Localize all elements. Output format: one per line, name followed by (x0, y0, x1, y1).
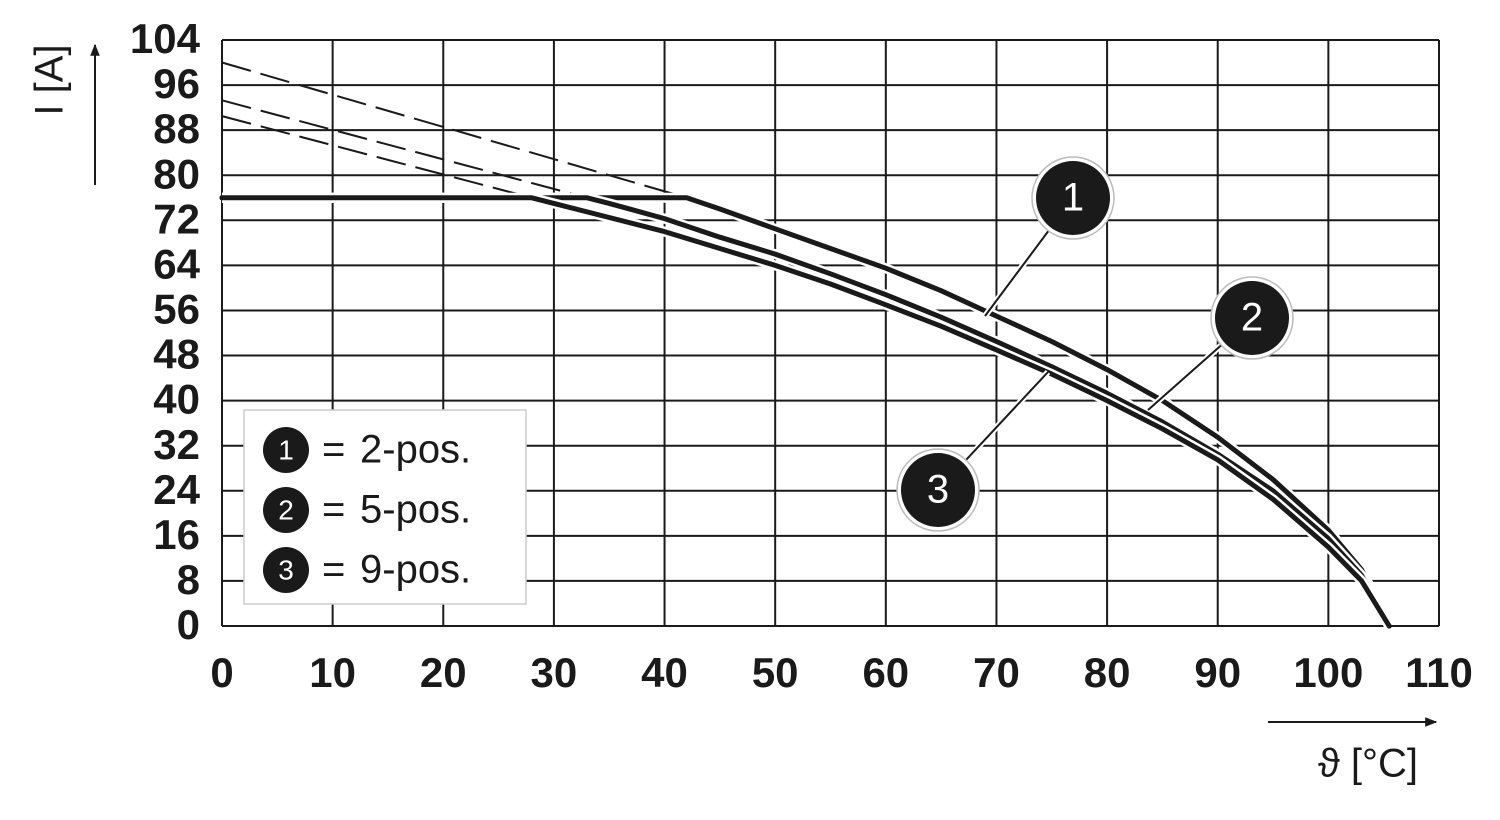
legend-marker-number: 2 (278, 494, 294, 525)
callout-number: 1 (1062, 176, 1084, 220)
y-tick-label: 64 (153, 240, 200, 287)
dashed-extension (221, 99, 588, 199)
x-tick-label: 40 (641, 649, 688, 696)
y-tick-label: 48 (153, 331, 200, 378)
y-tick-label: 40 (153, 376, 200, 423)
legend-sign: = (322, 548, 345, 592)
y-tick-label: 32 (153, 421, 200, 468)
x-tick-label: 100 (1293, 649, 1363, 696)
x-tick-label: 80 (1084, 649, 1131, 696)
series-line (219, 195, 1392, 629)
y-axis-label: I [A] (28, 44, 72, 115)
legend-marker (263, 487, 309, 533)
x-tick-label: 50 (752, 649, 799, 696)
callout-number: 2 (1241, 296, 1263, 340)
legend-marker (263, 547, 309, 593)
x-tick-label: 90 (1194, 649, 1241, 696)
dashed-extension (221, 61, 687, 199)
x-tick-label: 70 (973, 649, 1020, 696)
y-tick-label: 80 (153, 150, 200, 197)
legend-label: 2-pos. (360, 428, 471, 472)
y-tick-label: 8 (177, 556, 200, 603)
legend-marker-number: 3 (278, 554, 294, 585)
callout-circle (1036, 161, 1110, 235)
x-tick-label: 110 (1405, 649, 1473, 696)
y-tick-label: 104 (130, 15, 201, 62)
legend-sign: = (322, 428, 345, 472)
legend-label: 9-pos. (360, 548, 471, 592)
x-axis-label: ϑ [°C] (1318, 742, 1418, 786)
x-tick-label: 20 (420, 649, 467, 696)
y-tick-label: 72 (153, 195, 200, 242)
legend-label: 5-pos. (360, 488, 471, 532)
y-tick-label: 96 (153, 60, 200, 107)
lines: 1 2 3 (219, 61, 1394, 629)
callout-number: 3 (927, 468, 949, 512)
x-tick-label: 10 (309, 649, 356, 696)
x-tick-label: 60 (862, 649, 909, 696)
x-tick-label: 0 (210, 649, 233, 696)
legend-marker (263, 427, 309, 473)
y-tick-label: 56 (153, 286, 200, 333)
series-line (219, 195, 1392, 629)
series-line (219, 195, 1392, 629)
callout-circle (1215, 281, 1289, 355)
y-tick-label: 0 (177, 601, 200, 648)
x-tick-label: 30 (531, 649, 578, 696)
legend: 1 = 2-pos. 2 = 5-pos. 3 = 9-pos. (243, 409, 527, 605)
legend-marker-number: 1 (278, 434, 294, 465)
y-tick-label: 24 (153, 466, 200, 513)
legend-sign: = (322, 488, 345, 532)
callout-circle (901, 453, 975, 527)
dashed-extension (221, 115, 533, 199)
y-tick-label: 16 (153, 511, 200, 558)
y-tick-label: 88 (153, 105, 200, 152)
